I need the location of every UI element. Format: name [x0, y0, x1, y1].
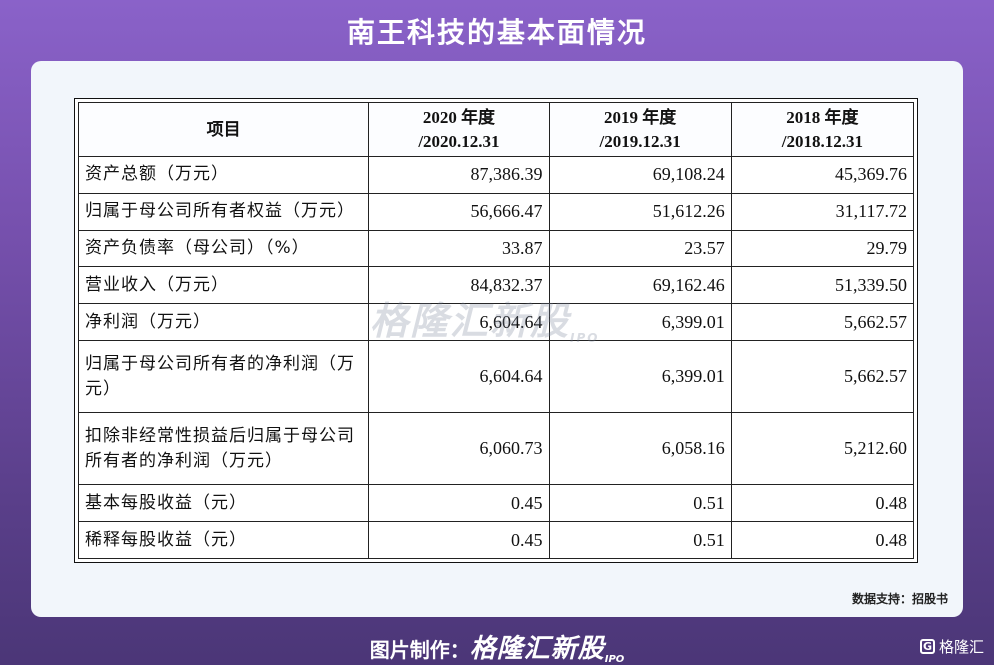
cell-value: 0.48: [730, 484, 915, 523]
header-2018-year: 2018 年度: [786, 107, 859, 127]
financial-table: 项目 2020 年度 /2020.12.31 2019 年度 /2019.12.…: [77, 102, 915, 559]
cell-value: 51,339.50: [730, 266, 915, 305]
header-2019-year: 2019 年度: [604, 107, 677, 127]
corner-logo: G 格隆汇: [919, 636, 984, 657]
cell-value: 6,060.73: [368, 412, 550, 486]
header-2020-date: /2020.12.31: [418, 131, 500, 151]
table-row: 资产总额（万元） 87,386.39 69,108.24 45,369.76: [77, 156, 915, 194]
table-row: 稀释每股收益（元） 0.45 0.51 0.48: [77, 521, 915, 559]
cell-value: 6,399.01: [548, 339, 732, 414]
cell-value: 69,162.46: [548, 266, 732, 305]
cell-value: 45,369.76: [730, 156, 915, 194]
cell-value: 29.79: [730, 229, 915, 268]
data-source-note: 数据支持：招股书: [851, 592, 948, 606]
cell-value: 6,058.16: [548, 412, 732, 486]
table-header-row: 项目 2020 年度 /2020.12.31 2019 年度 /2019.12.…: [77, 102, 915, 157]
cell-value: 6,399.01: [548, 303, 732, 341]
footer-credit: 图片制作：格隆汇新股IPO: [0, 628, 994, 665]
header-2018-date: /2018.12.31: [781, 131, 863, 151]
header-item: 项目: [77, 102, 370, 157]
row-label: 归属于母公司所有者的净利润（万元）: [77, 339, 370, 414]
cell-value: 0.51: [548, 521, 732, 559]
cell-value: 5,662.57: [730, 303, 915, 341]
row-label: 基本每股收益（元）: [77, 484, 370, 523]
row-label: 稀释每股收益（元）: [77, 521, 370, 559]
table-row: 归属于母公司所有者权益（万元） 56,666.47 51,612.26 31,1…: [77, 192, 915, 231]
cell-value: 6,604.64: [368, 339, 550, 414]
header-2020-year: 2020 年度: [422, 107, 496, 127]
row-label: 资产总额（万元）: [77, 156, 370, 194]
cell-value: 51,612.26: [548, 192, 732, 231]
row-label: 净利润（万元）: [77, 303, 370, 341]
cell-value: 0.48: [730, 521, 915, 559]
row-label: 营业收入（万元）: [77, 266, 370, 305]
cell-value: 87,386.39: [368, 156, 550, 194]
footer-prefix: 图片制作：: [369, 638, 470, 662]
header-2018: 2018 年度 /2018.12.31: [730, 102, 915, 157]
footer-brand: 格隆汇新股: [469, 634, 605, 664]
header-2019: 2019 年度 /2019.12.31: [548, 102, 732, 157]
page-title: 南王科技的基本面情况: [346, 16, 647, 49]
cell-value: 6,604.64: [368, 303, 550, 341]
row-label: 资产负债率（母公司）（%）: [77, 229, 370, 268]
cell-value: 5,212.60: [730, 412, 915, 486]
cell-value: 56,666.47: [368, 192, 550, 231]
cell-value: 23.57: [548, 229, 732, 268]
row-label: 扣除非经常性损益后归属于母公司所有者的净利润（万元）: [77, 412, 370, 486]
cell-value: 0.51: [548, 484, 732, 523]
corner-logo-text: 格隆汇: [938, 638, 984, 656]
row-label: 归属于母公司所有者权益（万元）: [77, 192, 370, 231]
table-row: 归属于母公司所有者的净利润（万元） 6,604.64 6,399.01 5,66…: [77, 339, 915, 414]
table-row: 营业收入（万元） 84,832.37 69,162.46 51,339.50: [77, 266, 915, 305]
cell-value: 5,662.57: [730, 339, 915, 414]
header-2019-date: /2019.12.31: [599, 131, 681, 151]
cell-value: 31,117.72: [730, 192, 915, 231]
cell-value: 0.45: [368, 521, 550, 559]
cell-value: 69,108.24: [548, 156, 732, 194]
cell-value: 0.45: [368, 484, 550, 523]
logo-g-icon: G: [919, 639, 935, 654]
footer-ipo: IPO: [604, 654, 625, 665]
table-row: 基本每股收益（元） 0.45 0.51 0.48: [77, 484, 915, 523]
table-row: 扣除非经常性损益后归属于母公司所有者的净利润（万元） 6,060.73 6,05…: [77, 412, 915, 486]
financial-table-frame: 项目 2020 年度 /2020.12.31 2019 年度 /2019.12.…: [74, 98, 918, 563]
table-row: 资产负债率（母公司）（%） 33.87 23.57 29.79: [77, 229, 915, 268]
table-row: 净利润（万元） 6,604.64 6,399.01 5,662.57: [77, 303, 915, 341]
cell-value: 33.87: [368, 229, 550, 268]
header-2020: 2020 年度 /2020.12.31: [368, 102, 550, 157]
cell-value: 84,832.37: [368, 266, 550, 305]
